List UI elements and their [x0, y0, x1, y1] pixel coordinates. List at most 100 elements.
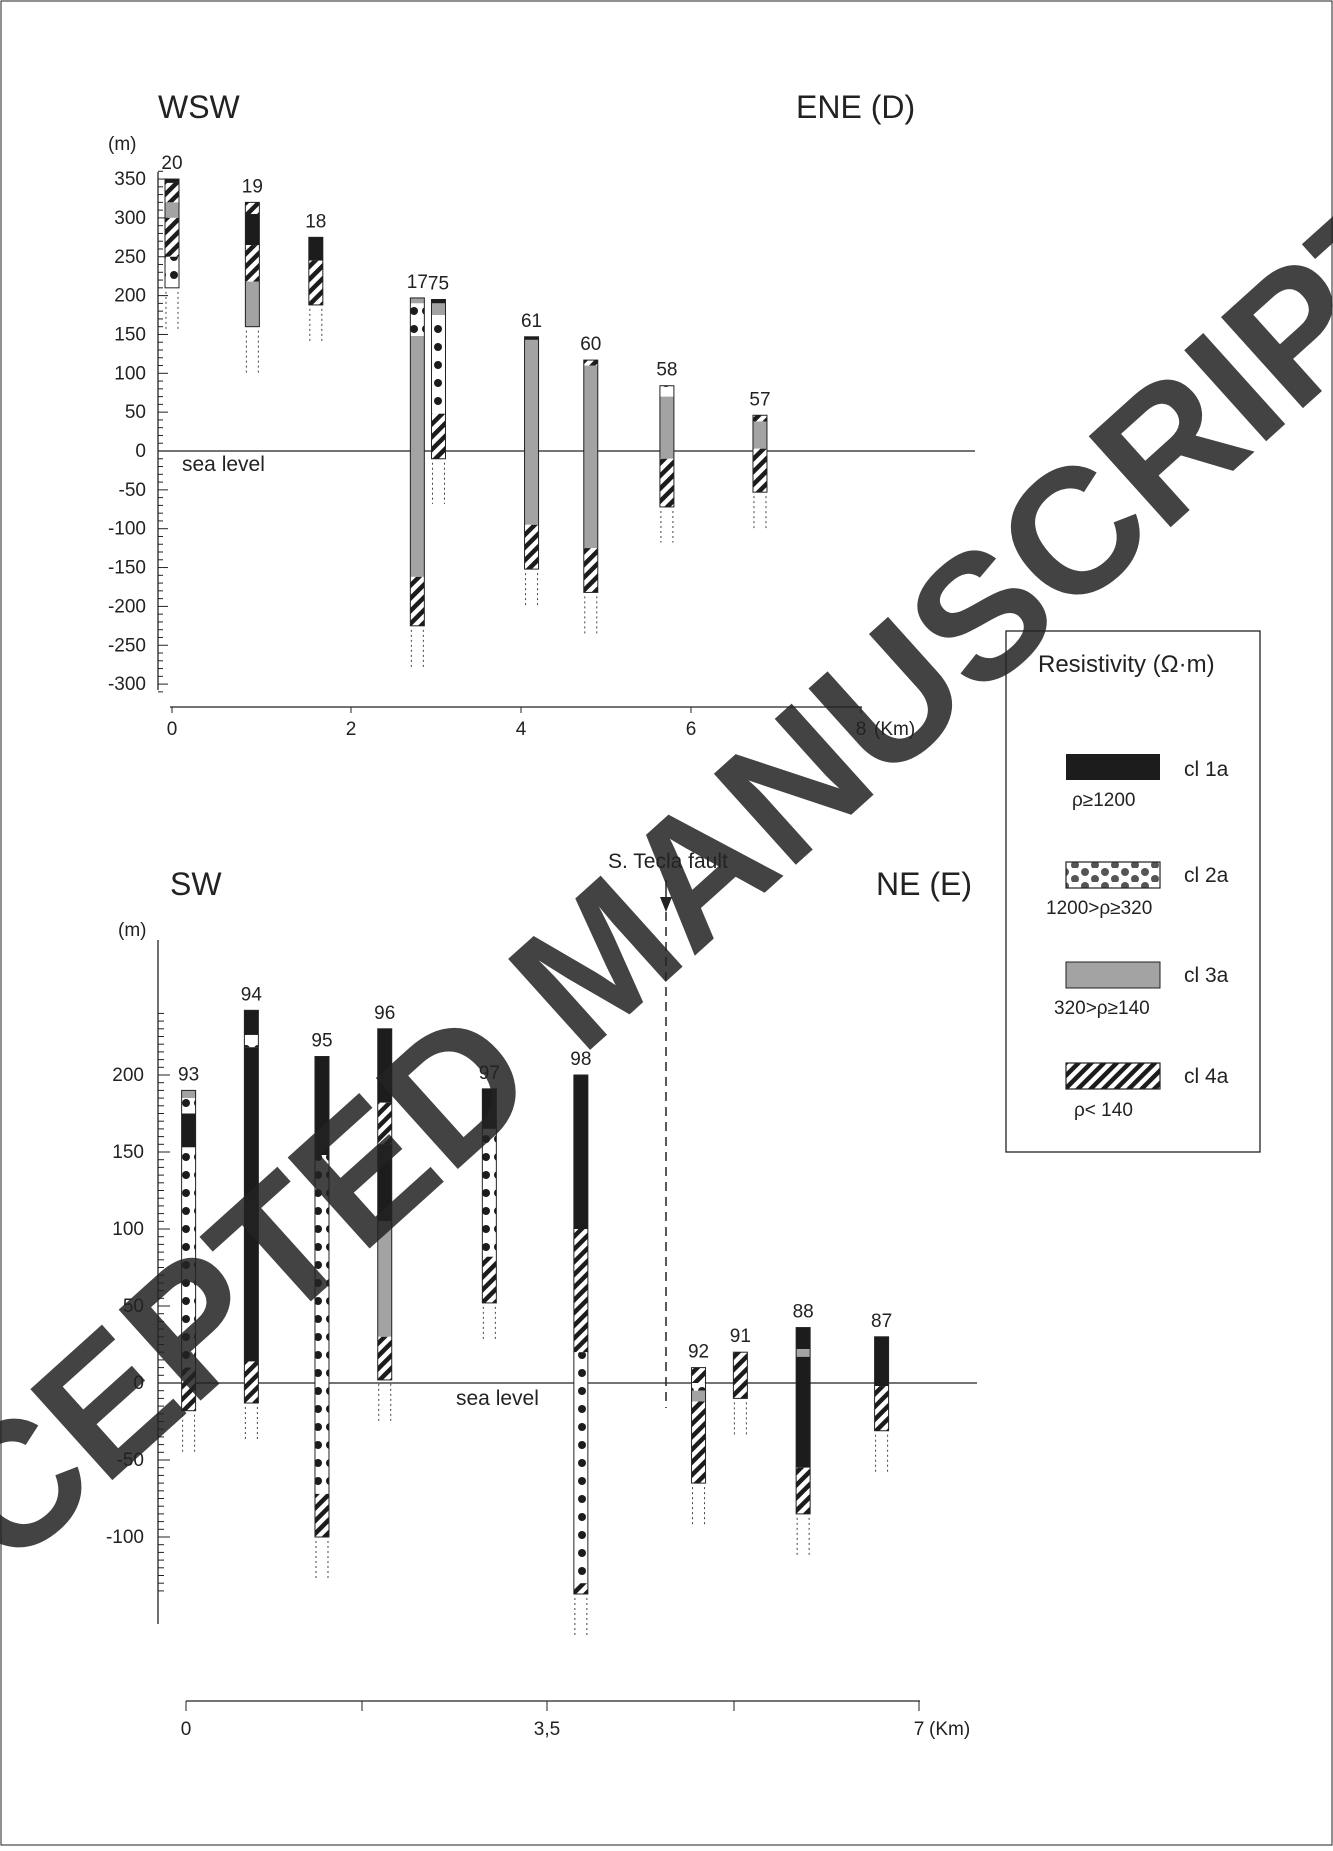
top-y-tick: 350 [114, 169, 146, 190]
well-layer-cl4a [733, 1352, 748, 1399]
top-y-tick: 150 [114, 324, 146, 345]
top-y-tick-labels: 350 300 250 200 150 100 50 0 -50 -100 -1… [108, 169, 146, 695]
well-label: 96 [374, 1003, 395, 1024]
well-17: 17 [407, 272, 428, 669]
well-layer-cl2a [410, 303, 425, 337]
bottom-sea-level-label: sea level [456, 1387, 539, 1410]
top-y-axis: 350 300 250 200 150 100 50 0 -50 -100 -1… [108, 169, 168, 695]
well-layer-cl4a [752, 448, 767, 493]
well-layer-cl1a [165, 179, 179, 183]
well-20: 20 [161, 153, 183, 331]
well-outline [874, 1336, 890, 1432]
well-label: 17 [407, 272, 428, 293]
well-layer-cl4a [752, 415, 767, 422]
well-layer-cl4a [524, 524, 539, 570]
top-y-tick: -250 [108, 635, 146, 656]
well-98: 98 [570, 1049, 591, 1638]
top-x-tick: 6 [686, 719, 697, 740]
well-94: 94 [241, 984, 262, 1442]
top-y-tick: 200 [114, 286, 146, 307]
top-x-tick: 2 [346, 719, 357, 740]
well-outline [409, 297, 425, 627]
well-label: 91 [730, 1326, 751, 1347]
well-label: 18 [305, 211, 326, 232]
well-91: 91 [730, 1326, 751, 1437]
well-layer-cl1a [308, 237, 323, 261]
well-label: 20 [161, 153, 182, 174]
well-layer-cl3a [691, 1390, 706, 1402]
top-x-unit: (Km) [874, 719, 915, 740]
well-layer-cl4a [431, 413, 446, 459]
bottom-direction-left: SW [170, 866, 222, 902]
legend-swatch-cl2a [1065, 861, 1161, 889]
well-layer-cl1a [244, 1047, 259, 1362]
bottom-x-unit: (Km) [929, 1719, 970, 1740]
top-x-tick: 4 [516, 719, 527, 740]
well-layer-cl1a [482, 1088, 497, 1129]
top-y-tick: 0 [135, 441, 146, 462]
well-layer-cl4a [377, 1336, 392, 1380]
legend-label-cl3a: cl 3a [1184, 964, 1229, 987]
well-label: 97 [479, 1063, 500, 1084]
well-layer-cl2a [659, 385, 674, 397]
well-outline [314, 1056, 330, 1538]
well-layer-cl4a [573, 1229, 588, 1353]
bottom-y-axis: 200 150 100 50 0 -50 -100 [106, 940, 170, 1624]
well-layer-cl3a [410, 297, 425, 304]
bottom-y-tick: -50 [117, 1450, 144, 1471]
well-layer-cl3a [165, 202, 179, 218]
legend-title: Resistivity (Ω·m) [1038, 651, 1215, 678]
well-layer-cl4a [244, 1361, 259, 1404]
well-layer-cl2a [244, 1034, 259, 1048]
well-layer-cl3a [796, 1349, 811, 1357]
well-label: 92 [688, 1342, 709, 1363]
bottom-y-tick: 0 [133, 1373, 144, 1394]
top-x-axis: 0 2 4 6 8 (Km) [167, 706, 915, 740]
well-layer-cl4a [165, 217, 179, 257]
bottom-wells: 93 94 95 96 97 98 92 91 88 87 [178, 984, 892, 1638]
top-y-tick: -50 [119, 480, 146, 501]
top-y-tick: 250 [114, 247, 146, 268]
well-layer-cl1a [573, 1075, 588, 1229]
well-layer-cl4a [874, 1386, 889, 1431]
legend-range-cl3a: 320>ρ≥140 [1054, 998, 1150, 1019]
well-layer-cl4a [659, 458, 674, 507]
well-layer-cl1a [181, 1113, 196, 1148]
well-layer-cl2a [165, 256, 179, 288]
well-layer-cl1a [796, 1356, 811, 1468]
well-outline [181, 1089, 197, 1412]
bottom-y-tick: 150 [112, 1142, 144, 1163]
well-layer-cl4a [573, 1583, 588, 1594]
well-57: 57 [749, 389, 771, 532]
well-layer-cl1a [377, 1028, 392, 1103]
well-outline [752, 414, 768, 493]
well-outline [659, 385, 675, 508]
well-outline [691, 1367, 707, 1484]
bottom-y-tick: 200 [112, 1065, 144, 1086]
well-layer-cl2a [181, 1147, 196, 1368]
well-outline [308, 236, 324, 306]
well-label: 98 [570, 1049, 591, 1070]
top-y-tick: 300 [114, 208, 146, 229]
well-label: 19 [242, 176, 263, 197]
well-93: 93 [178, 1064, 199, 1453]
well-layer-cl2a [314, 1155, 329, 1494]
well-96: 96 [374, 1003, 395, 1422]
legend: Resistivity (Ω·m) cl 1a ρ≥1200 cl 2a 120… [1005, 630, 1261, 1153]
legend-swatch-cl1a [1066, 754, 1160, 780]
bottom-y-tick-labels: 200 150 100 50 0 -50 -100 [106, 1065, 144, 1548]
well-layer-cl4a [245, 202, 260, 215]
well-label: 88 [793, 1302, 814, 1323]
well-layer-cl1a [314, 1056, 329, 1156]
well-outline [164, 178, 180, 289]
well-label: 60 [580, 334, 601, 355]
well-outline [524, 336, 540, 570]
well-layer-cl3a [377, 1221, 392, 1337]
well-layer-cl1a [244, 1010, 259, 1035]
well-layer-cl3a [245, 281, 260, 327]
well-layer-cl4a [181, 1367, 196, 1411]
legend-range-cl1a: ρ≥1200 [1072, 790, 1136, 811]
well-layer-cl2a [691, 1383, 706, 1391]
